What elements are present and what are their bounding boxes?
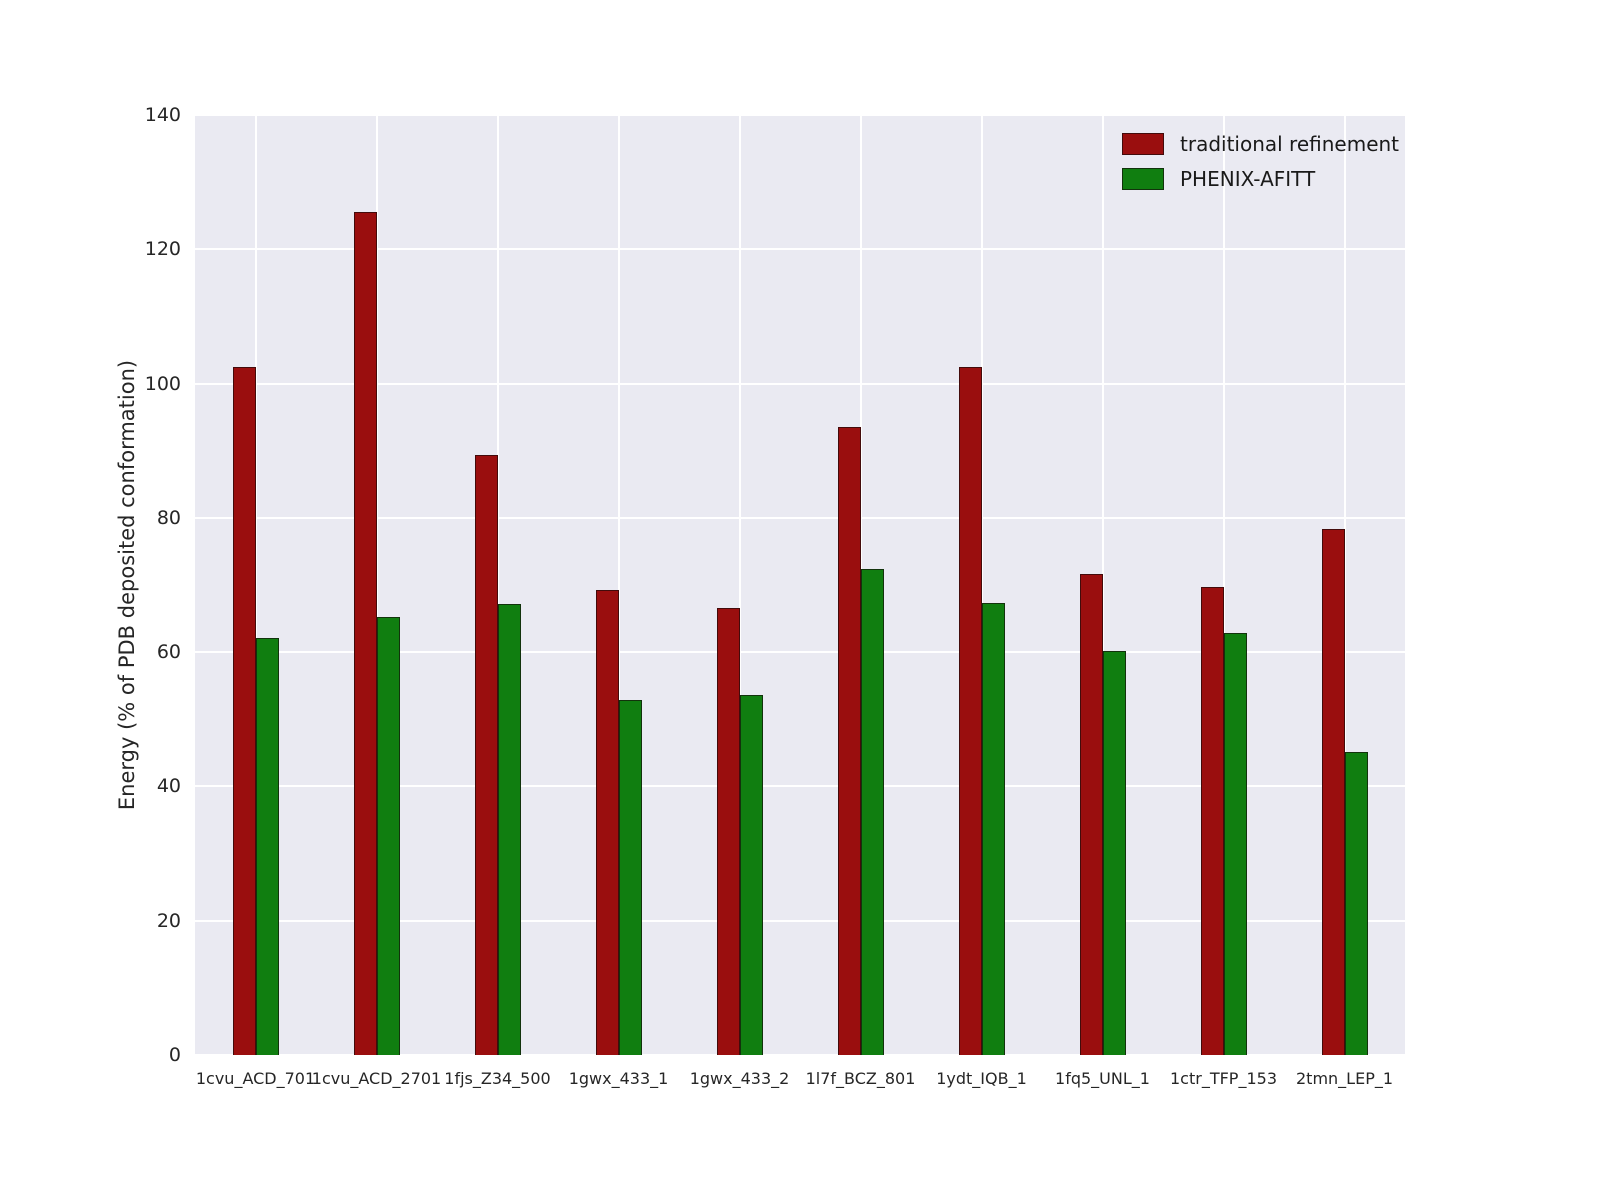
gridline-horizontal [195, 785, 1405, 788]
y-tick-label: 120 [144, 238, 181, 261]
legend: traditional refinement PHENIX-AFITT [1122, 132, 1399, 191]
bar-phenix-afitt-1ydt-iqb-1 [981, 603, 1005, 1055]
bar-phenix-afitt-1gwx-433-1 [618, 699, 642, 1055]
x-tick-label: 1fq5_UNL_1 [1055, 1069, 1150, 1088]
legend-row-traditional-refinement: traditional refinement [1122, 132, 1399, 156]
x-tick-label: 2tmn_LEP_1 [1295, 1069, 1394, 1088]
x-tick-label: 1cvu_ACD_701 [195, 1069, 316, 1088]
gridline-horizontal [195, 516, 1405, 519]
bar-traditional-refinement-1fjs-z34-500 [474, 455, 498, 1055]
bar-traditional-refinement-1gwx-433-2 [716, 607, 740, 1055]
legend-label-phenix-afitt: PHENIX-AFITT [1180, 167, 1316, 191]
gridline-vertical [738, 115, 741, 1055]
bar-phenix-afitt-1ctr-tfp-153 [1223, 632, 1247, 1055]
bar-phenix-afitt-2tmn-lep-1 [1344, 751, 1368, 1055]
gridline-horizontal [195, 1054, 1405, 1056]
bar-traditional-refinement-2tmn-lep-1 [1321, 529, 1345, 1055]
gridline-vertical [1101, 115, 1104, 1055]
bar-traditional-refinement-1cvu-acd-701 [232, 366, 256, 1055]
bar-phenix-afitt-1fq5-unl-1 [1102, 650, 1126, 1055]
legend-row-phenix-afitt: PHENIX-AFITT [1122, 167, 1399, 191]
legend-swatch-phenix-afitt [1122, 168, 1164, 190]
gridline-horizontal [195, 651, 1405, 654]
y-tick-label: 60 [156, 641, 181, 664]
x-tick-label: 1cvu_ACD_2701 [311, 1069, 442, 1088]
x-tick-label: 1gwx_433_2 [689, 1069, 790, 1088]
bar-phenix-afitt-1cvu-acd-701 [255, 638, 279, 1055]
bar-traditional-refinement-1ydt-iqb-1 [958, 366, 982, 1055]
gridline-vertical [375, 115, 378, 1055]
plot-area [195, 114, 1405, 1056]
gridline-vertical [1343, 115, 1346, 1055]
bar-traditional-refinement-1l7f-bcz-801 [837, 426, 861, 1055]
x-tick-label: 1l7f_BCZ_801 [805, 1069, 916, 1088]
x-tick-label: 1ydt_IQB_1 [936, 1069, 1027, 1088]
y-tick-label: 0 [168, 1044, 181, 1066]
legend-label-traditional-refinement: traditional refinement [1180, 132, 1400, 156]
y-tick-label: 140 [144, 104, 181, 126]
bar-traditional-refinement-1gwx-433-1 [595, 589, 619, 1055]
y-tick-label: 100 [144, 372, 181, 395]
gridline-vertical [980, 115, 983, 1055]
gridline-vertical [617, 115, 620, 1055]
x-tick-label: 1fjs_Z34_500 [444, 1069, 551, 1088]
y-axis-label: Energy (% of PDB deposited conformation) [115, 359, 139, 811]
x-tick-label: 1ctr_TFP_153 [1170, 1069, 1277, 1088]
gridline-vertical [254, 115, 257, 1055]
bar-phenix-afitt-1fjs-z34-500 [497, 604, 521, 1055]
gridline-vertical [1222, 115, 1225, 1055]
gridline-horizontal [195, 382, 1405, 385]
gridline-horizontal [195, 114, 1405, 116]
y-tick-label: 80 [156, 506, 181, 529]
y-tick-label: 20 [156, 909, 181, 932]
bar-phenix-afitt-1l7f-bcz-801 [860, 568, 884, 1055]
bar-traditional-refinement-1cvu-acd-2701 [353, 212, 377, 1055]
gridline-horizontal [195, 919, 1405, 922]
legend-swatch-traditional-refinement [1122, 133, 1164, 155]
bar-phenix-afitt-1gwx-433-2 [739, 695, 763, 1055]
bar-phenix-afitt-1cvu-acd-2701 [376, 617, 400, 1055]
gridline-horizontal [195, 248, 1405, 251]
bar-traditional-refinement-1fq5-unl-1 [1079, 574, 1103, 1055]
bar-traditional-refinement-1ctr-tfp-153 [1200, 587, 1224, 1055]
gridline-vertical [496, 115, 499, 1055]
y-tick-label: 40 [156, 775, 181, 798]
x-tick-label: 1gwx_433_1 [568, 1069, 669, 1088]
